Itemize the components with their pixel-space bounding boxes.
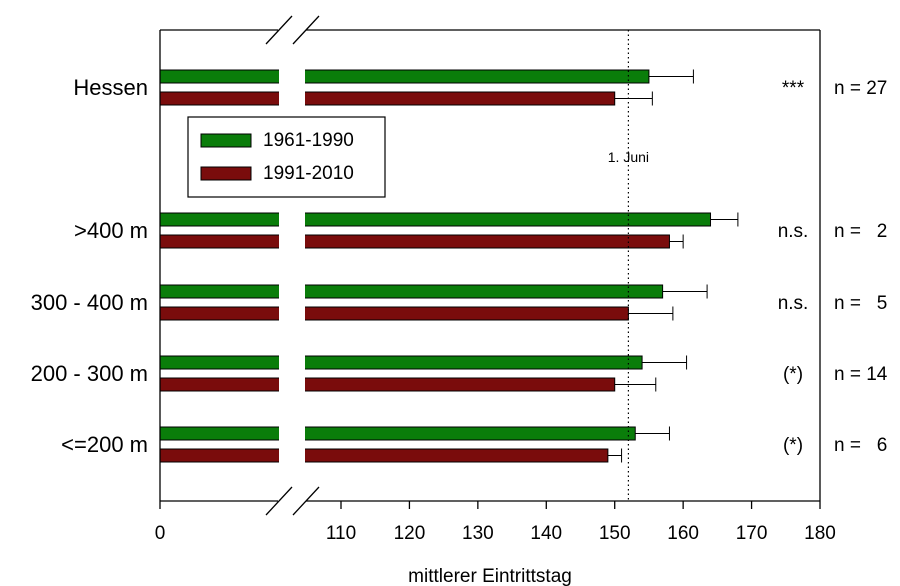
annotations-layer: *** n = 27 n.s. n = 2 n.s. n = 5 (*) n = 14 (*) n… bbox=[778, 78, 888, 456]
bar bbox=[159, 377, 616, 392]
category-label: Hessen bbox=[73, 75, 148, 100]
sample-size-label: n = 2 bbox=[834, 221, 887, 242]
bar bbox=[159, 234, 670, 249]
x-tick-label: 150 bbox=[599, 523, 631, 544]
category-label: 300 - 400 m bbox=[31, 290, 148, 315]
legend-swatch bbox=[200, 166, 252, 181]
x-tick-label: 180 bbox=[804, 523, 836, 544]
bar bbox=[159, 284, 664, 299]
legend-box bbox=[187, 116, 386, 198]
x-tick-label: 110 bbox=[326, 523, 356, 544]
axis-break-mark bbox=[292, 486, 320, 516]
significance-label: (*) bbox=[783, 435, 803, 456]
x-tick-label: 140 bbox=[530, 523, 562, 544]
x-axis: 0 110 120 130 140 150 160 170 180 bbox=[155, 501, 836, 544]
bar bbox=[159, 448, 609, 463]
x-tick-label: 120 bbox=[394, 523, 426, 544]
sample-size-label: n = 6 bbox=[834, 435, 887, 456]
significance-label: n.s. bbox=[778, 293, 809, 314]
category-labels: Hessen >400 m 300 - 400 m 200 - 300 m <=200 … bbox=[31, 75, 148, 457]
significance-label: n.s. bbox=[778, 221, 809, 242]
axis-break-gap bbox=[279, 50, 305, 480]
category-label: >400 m bbox=[74, 218, 148, 243]
significance-label: *** bbox=[782, 78, 805, 99]
category-label: <=200 m bbox=[61, 432, 148, 457]
sample-size-label: n = 14 bbox=[834, 364, 888, 385]
bar bbox=[159, 355, 643, 370]
reference-line-layer: 1. Juni bbox=[608, 30, 649, 501]
axis-break-gap-band bbox=[279, 50, 305, 480]
legend-label: 1961-1990 bbox=[263, 130, 354, 151]
x-tick-label: 0 bbox=[155, 523, 166, 544]
bar bbox=[159, 306, 629, 321]
axis-break-mark bbox=[265, 15, 293, 45]
x-tick-label: 130 bbox=[462, 523, 494, 544]
x-tick-label: 160 bbox=[667, 523, 699, 544]
bar bbox=[159, 69, 650, 84]
legend: 1961-1990 1991-2010 bbox=[187, 116, 386, 198]
legend-swatch bbox=[200, 133, 252, 148]
plot-frame bbox=[159, 15, 821, 516]
sample-size-label: n = 27 bbox=[834, 78, 887, 99]
reference-line-label: 1. Juni bbox=[608, 149, 649, 165]
bar bbox=[159, 91, 616, 106]
significance-label: (*) bbox=[783, 364, 803, 385]
x-axis-title: mittlerer Eintrittstag bbox=[408, 566, 572, 586]
axis-break-mark bbox=[292, 15, 320, 45]
category-label: 200 - 300 m bbox=[31, 361, 148, 386]
bar bbox=[159, 426, 636, 441]
legend-label: 1991-2010 bbox=[263, 163, 354, 184]
sample-size-label: n = 5 bbox=[834, 293, 887, 314]
x-tick-label: 170 bbox=[736, 523, 768, 544]
axis-break-mark bbox=[265, 486, 293, 516]
